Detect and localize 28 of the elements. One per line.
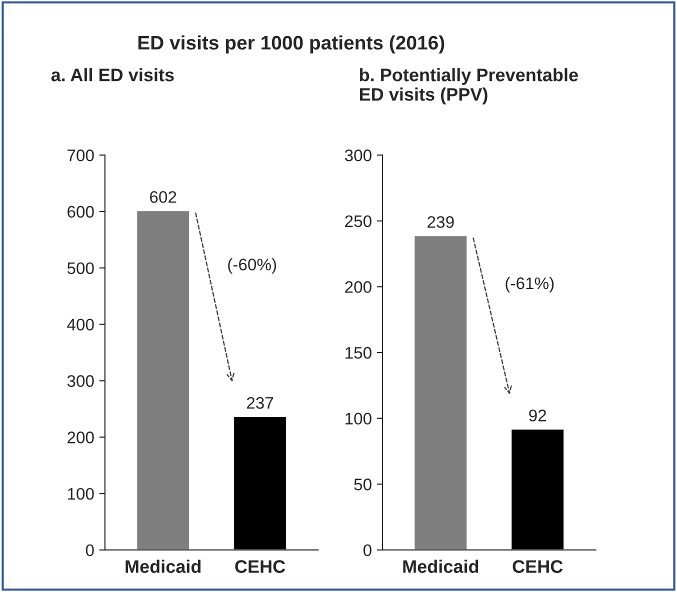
y-tick-label: 50 — [354, 478, 372, 490]
x-tick-label: Medicaid — [403, 560, 478, 573]
data-label: 92 — [529, 410, 546, 422]
y-tick-label: 400 — [67, 318, 94, 331]
y-tick-label: 200 — [345, 281, 372, 293]
annotation: (-61%) — [506, 276, 554, 293]
y-tick-label: 300 — [344, 150, 372, 162]
data-label: 237 — [246, 397, 274, 409]
data-label: 602 — [150, 191, 176, 203]
y-tick-label: 150 — [346, 346, 372, 359]
y-tick-label: 0 — [363, 544, 372, 556]
y-tick-label: 500 — [67, 262, 94, 274]
data-label: 239 — [428, 216, 454, 228]
chart-subtitle: b. Potentially Preventable ED visits (PPV) — [360, 68, 578, 104]
y-tick-label: 100 — [68, 488, 94, 500]
x-tick-label: CEHC — [512, 560, 563, 573]
x-tick-label: Medicaid — [126, 560, 201, 573]
x-tick-label: CEHC — [235, 560, 286, 573]
y-tick-label: 300 — [67, 375, 94, 387]
y-tick-label: 0 — [86, 544, 94, 556]
y-tick-label: 700 — [68, 150, 94, 162]
y-tick-label: 600 — [68, 206, 94, 218]
annotation: (-60%) — [228, 258, 276, 274]
y-tick-label: 100 — [346, 412, 372, 425]
chart-title: ED visits per 1000 patients (2016) — [138, 35, 444, 54]
y-tick-label: 250 — [345, 215, 372, 228]
chart-subtitle: a. All ED visits — [51, 68, 174, 82]
y-tick-label: 200 — [68, 432, 94, 444]
